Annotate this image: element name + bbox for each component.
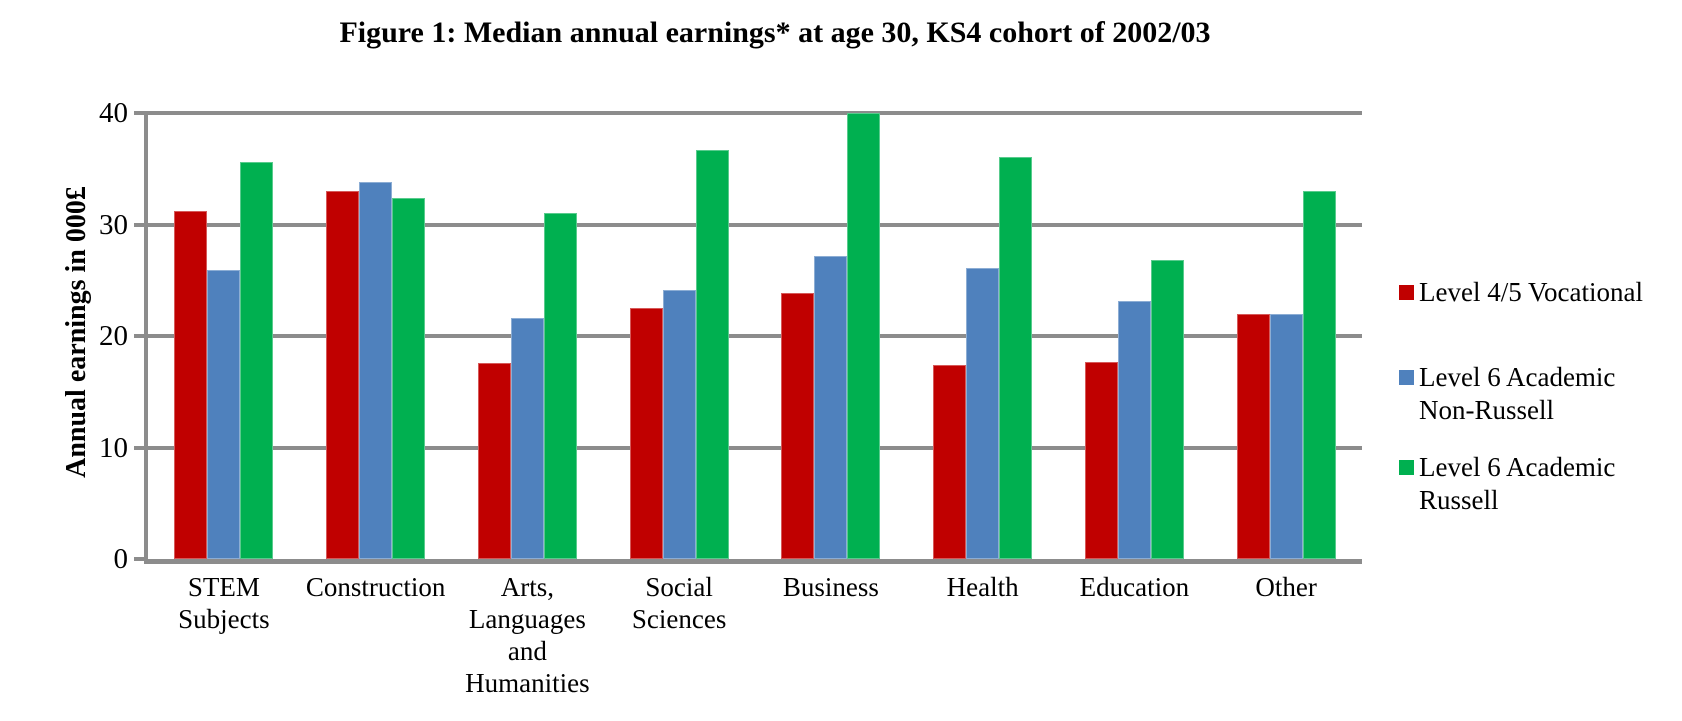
bar bbox=[510, 318, 544, 559]
plot-area: 0 10 20 30 40 bbox=[99, 97, 1362, 575]
legend-item: Level 4/5 Vocational bbox=[1399, 276, 1679, 309]
bar bbox=[781, 292, 815, 559]
x-axis-label: Social Sciences bbox=[631, 572, 727, 634]
legend-item: Level 6 Academic Russell bbox=[1399, 451, 1679, 517]
gridline bbox=[148, 111, 1362, 115]
bar bbox=[1084, 361, 1118, 559]
bar bbox=[207, 270, 241, 559]
y-tick-mark bbox=[134, 334, 144, 338]
bar bbox=[1150, 260, 1184, 559]
bar bbox=[543, 213, 577, 559]
bar bbox=[174, 211, 208, 559]
legend-label: Level 6 Academic Non-Russell bbox=[1419, 362, 1616, 425]
legend-item: Level 6 Academic Non-Russell bbox=[1399, 361, 1679, 427]
category-group bbox=[1210, 113, 1362, 559]
bar bbox=[695, 149, 729, 559]
legend-label: Level 4/5 Vocational bbox=[1419, 277, 1643, 307]
category-group bbox=[148, 113, 300, 559]
gridline bbox=[148, 222, 1362, 227]
x-axis-label: Construction bbox=[305, 572, 446, 602]
legend: Level 4/5 Vocational Level 6 Academic Non… bbox=[1399, 276, 1679, 517]
bar bbox=[1302, 191, 1336, 559]
category-group bbox=[603, 113, 755, 559]
bars-container bbox=[148, 113, 1362, 559]
x-axis-label: Other bbox=[1255, 572, 1317, 602]
bar bbox=[814, 255, 848, 559]
bar bbox=[629, 308, 663, 559]
bar bbox=[933, 365, 967, 559]
y-tick-label: 0 bbox=[113, 543, 129, 575]
x-axis-label: STEM Subjects bbox=[178, 572, 270, 634]
bar bbox=[359, 182, 393, 559]
bar bbox=[1117, 301, 1151, 559]
bar bbox=[999, 156, 1033, 559]
y-tick-mark bbox=[134, 111, 144, 115]
y-tick-mark bbox=[134, 557, 144, 561]
y-tick-label: 10 bbox=[99, 431, 128, 464]
category-group bbox=[907, 113, 1059, 559]
bar bbox=[326, 191, 360, 559]
chart-title: Figure 1: Median annual earnings* at age… bbox=[339, 16, 1211, 49]
bar bbox=[966, 268, 1000, 559]
bar bbox=[1269, 313, 1303, 559]
category-group bbox=[452, 113, 604, 559]
y-axis-line bbox=[144, 111, 148, 563]
bar bbox=[477, 362, 511, 559]
y-tick-label: 40 bbox=[99, 97, 128, 129]
gridline bbox=[148, 334, 1362, 338]
x-axis-line bbox=[144, 559, 1362, 564]
y-tick-label: 30 bbox=[99, 208, 128, 241]
bar bbox=[1236, 313, 1270, 559]
x-axis-labels: STEM Subjects Construction Arts, Languages… bbox=[148, 571, 1362, 699]
category-group bbox=[1059, 113, 1211, 559]
bar bbox=[847, 113, 881, 559]
bar bbox=[392, 197, 426, 559]
y-tick-mark bbox=[134, 445, 144, 450]
x-axis-label: Health bbox=[946, 572, 1019, 602]
category-group bbox=[755, 113, 907, 559]
category-group bbox=[300, 113, 452, 559]
legend-swatch bbox=[1399, 370, 1414, 385]
bar bbox=[662, 290, 696, 559]
legend-label: Level 6 Academic Russell bbox=[1419, 452, 1616, 515]
y-tick-label: 20 bbox=[99, 320, 128, 352]
x-axis-label: Arts, Languages and Humanities bbox=[465, 572, 590, 698]
y-tick-mark bbox=[134, 222, 144, 227]
x-axis-label: Business bbox=[782, 572, 879, 602]
legend-swatch bbox=[1399, 460, 1414, 475]
gridline bbox=[148, 445, 1362, 450]
x-axis-label: Education bbox=[1079, 572, 1190, 602]
bar bbox=[240, 162, 274, 559]
legend-swatch bbox=[1399, 285, 1414, 300]
